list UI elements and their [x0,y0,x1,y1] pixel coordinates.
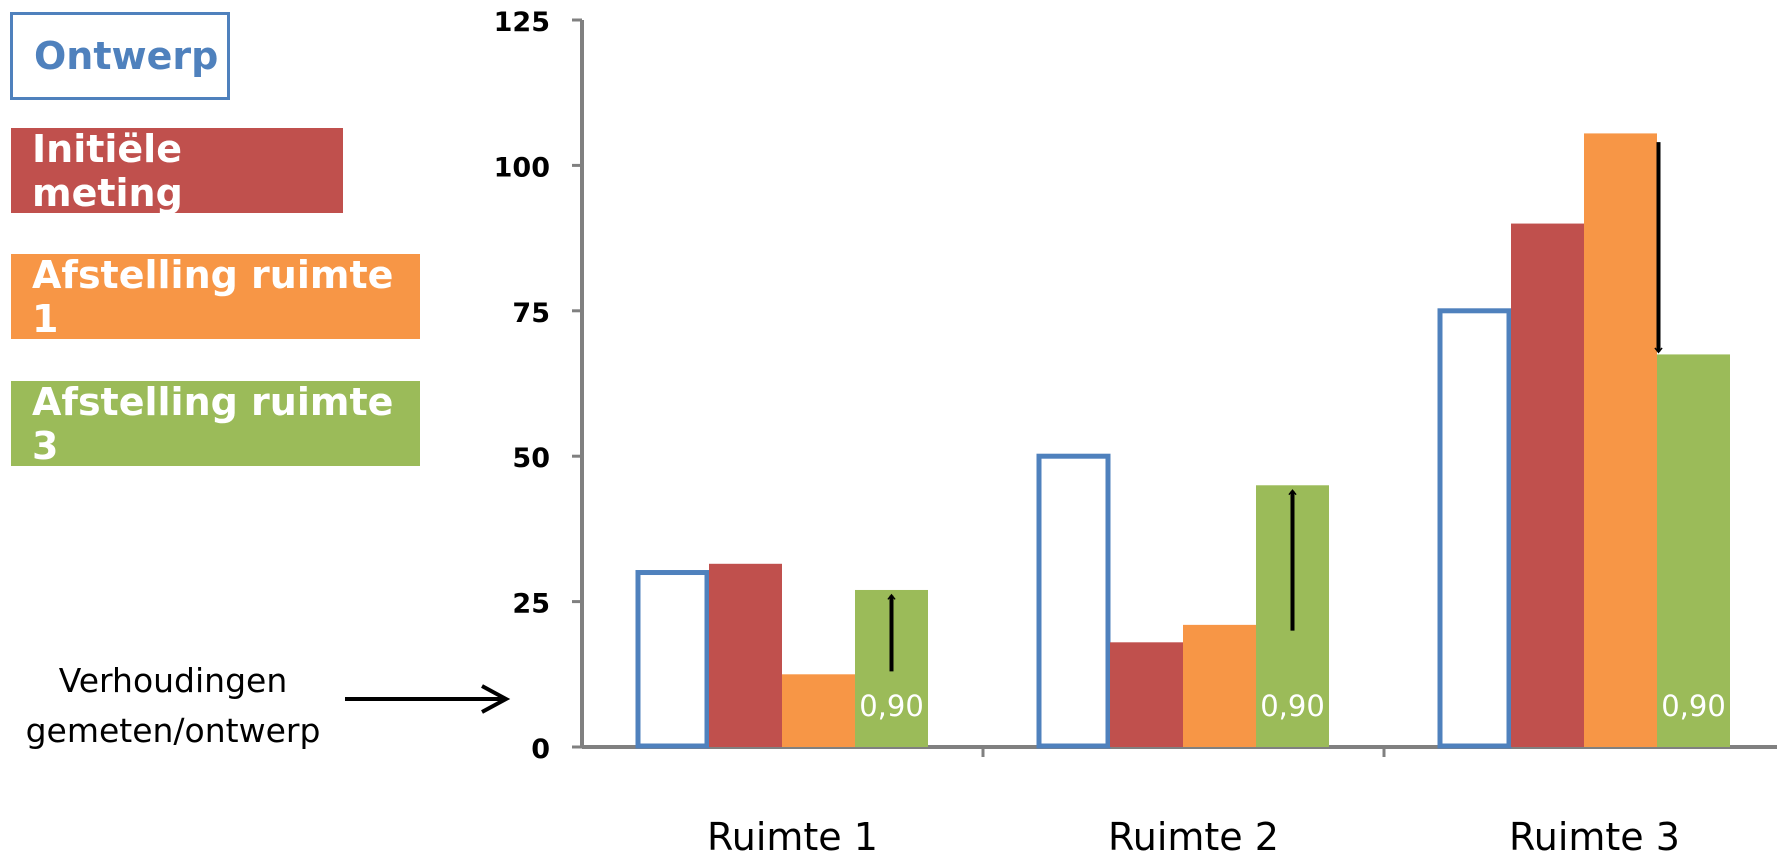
legend-item-afstelling-ruimte-1: Afstelling ruimte 1 [11,252,420,341]
data-label: 0,90 [1260,689,1325,723]
bar [1657,354,1730,747]
x-tick-label: Ruimte 1 [707,815,878,855]
bar [1110,642,1183,747]
plot-area: 0 25 50 75 100 125 Ruimte 1 Ruimte 2 Ruimte 3 0,9… [494,7,1777,855]
data-label: 0,90 [1661,689,1726,723]
y-tick-label: 100 [494,152,550,183]
bar [635,570,710,749]
data-label: 0,90 [859,689,924,723]
y-tick-label: 50 [512,443,550,474]
legend-label: Afstelling ruimte 3 [32,379,394,468]
legend-label: Ontwerp [34,34,219,78]
y-tick-label: 125 [494,7,550,38]
y-tick-label: 75 [512,298,550,329]
legend-label: Afstelling ruimte 1 [32,252,394,341]
ratio-note-line2: gemeten/ontwerp [25,711,321,750]
legend-item-ontwerp: Ontwerp [10,12,230,100]
legend-item-initiele-meting: Initiële meting [11,126,343,215]
bar [1036,453,1111,749]
bar [1584,133,1657,748]
ratio-note: Verhoudingen gemeten/ontwerp [18,656,328,756]
bar [709,563,782,747]
y-tick-label: 0 [531,734,550,765]
legend-label: Initiële meting [32,126,183,215]
legend-item-afstelling-ruimte-3: Afstelling ruimte 3 [11,379,420,468]
bar [1183,624,1256,747]
x-tick-label: Ruimte 3 [1509,815,1680,855]
x-tick-label: Ruimte 2 [1108,815,1279,855]
bar [1511,223,1584,747]
ratio-note-arrowhead [481,684,511,714]
bar [782,674,855,747]
y-tick-label: 25 [512,589,550,620]
ratio-note-line1: Verhoudingen [58,661,288,700]
bar [1437,308,1512,749]
